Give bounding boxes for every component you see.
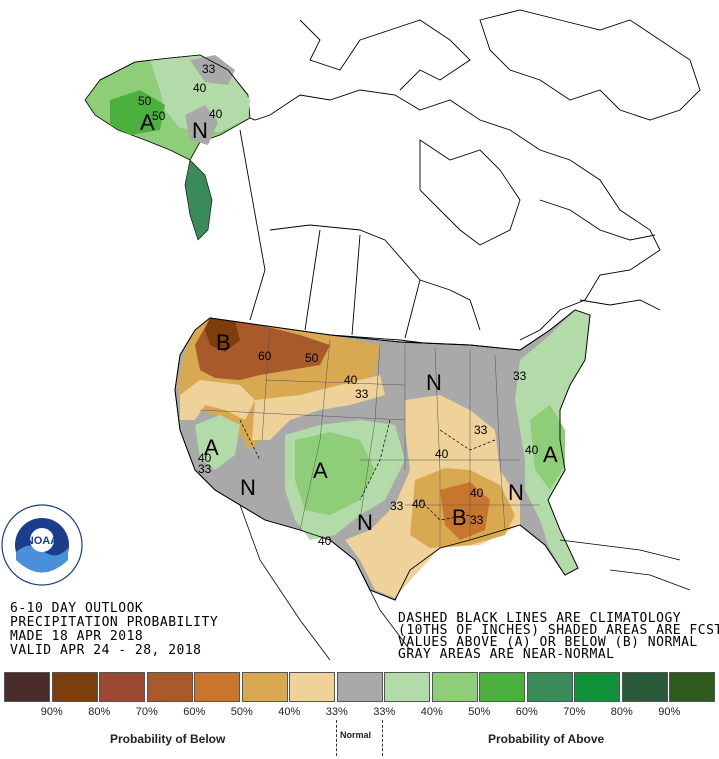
note-line-3: VALUES ABOVE (A) OR BELOW (B) NORMAL <box>398 635 698 650</box>
legend-percent: 50% <box>468 706 491 718</box>
legend-swatch <box>99 672 145 702</box>
noaa-logo: NOAA <box>1 504 83 586</box>
contour-label: 33 <box>470 513 484 527</box>
contour-label: 33 <box>202 62 216 76</box>
map-letters: A N B A N A N N B N A <box>140 110 558 535</box>
outlook-line-3: MADE 18 APR 2018 <box>10 629 143 644</box>
legend-swatch <box>51 672 98 702</box>
precipitation-outlook-map: A N B A N A N N B N A 50 50 40 40 33 60 … <box>1 9 719 662</box>
legend-percent: 40% <box>278 706 301 718</box>
outlook-title-block: 6-10 DAY OUTLOOK PRECIPITATION PROBABILI… <box>10 601 218 658</box>
east-above-label: A <box>543 442 558 467</box>
legend-percent: 60% <box>183 706 206 718</box>
legend-percents: 90% 80% 70% 60% 50% 40% 33% 33% 40% 50% 60% 70% 80% 9… <box>4 706 693 718</box>
normal-divider-left <box>336 720 337 756</box>
southwest-above-label: A <box>313 458 328 483</box>
contour-label: 40 <box>344 373 358 387</box>
legend-swatch <box>526 672 573 702</box>
west-normal-label: N <box>240 475 256 500</box>
legend-swatch <box>384 672 430 702</box>
outlook-line-4: VALID APR 24 - 28, 2018 <box>10 643 202 658</box>
note-line-1: DASHED BLACK LINES ARE CLIMATOLOGY <box>398 611 681 626</box>
legend-percent: 70% <box>135 706 158 718</box>
contour-label: 40 <box>435 447 449 461</box>
contour-label: 50 <box>152 109 166 123</box>
legend-swatch <box>431 672 478 702</box>
contour-label: 50 <box>305 351 319 365</box>
outlook-line-2: PRECIPITATION PROBABILITY <box>10 615 218 630</box>
legend-percent: 70% <box>563 706 586 718</box>
contour-label: 40 <box>198 451 212 465</box>
climatology-lines <box>239 419 496 521</box>
legend-spacer <box>4 706 28 718</box>
contour-label: 40 <box>193 81 207 95</box>
noaa-logo-text: NOAA <box>26 535 58 547</box>
contour-label: 40 <box>412 497 426 511</box>
contour-label: 33 <box>355 387 369 401</box>
legend-percent: 33% <box>325 706 348 718</box>
contour-label: 50 <box>138 94 152 108</box>
legend-swatch <box>574 672 620 702</box>
alaska <box>84 54 251 241</box>
legend-swatch <box>336 672 383 702</box>
contiguous-us <box>174 309 591 601</box>
legend-percent: 80% <box>88 706 111 718</box>
legend-percent: 40% <box>420 706 443 718</box>
alaska-above-label: A <box>140 110 155 135</box>
west-above-label: A <box>204 435 219 460</box>
south-below-label: B <box>452 505 467 530</box>
legend-swatch <box>4 672 50 702</box>
outlook-line-1: 6-10 DAY OUTLOOK <box>10 601 143 616</box>
note-line-2: (10THS OF INCHES) SHADED AREAS ARE FCST <box>398 623 719 638</box>
legend-swatch <box>241 672 288 702</box>
probability-legend: 90% 80% 70% 60% 50% 40% 33% 33% 40% 50% 60% 70% 80% 9… <box>0 668 719 759</box>
legend-swatch <box>621 672 668 702</box>
contour-label: 33 <box>474 423 488 437</box>
contour-label: 33 <box>390 499 404 513</box>
contour-label: 33 <box>198 462 212 476</box>
legend-swatch <box>669 672 715 702</box>
legend-percent: 90% <box>40 706 63 718</box>
legend-percent: 33% <box>373 706 396 718</box>
contour-label: 40 <box>470 486 484 500</box>
legend-percent: 60% <box>515 706 538 718</box>
legend-swatch <box>146 672 193 702</box>
southern-normal-label: N <box>357 510 373 535</box>
legend-percent: 50% <box>230 706 253 718</box>
legend-swatches <box>4 672 717 702</box>
contour-labels: 50 50 40 40 33 60 50 40 33 40 33 33 40 4… <box>138 62 539 548</box>
contour-label: 40 <box>318 534 332 548</box>
legend-above-title: Probability of Above <box>488 732 605 746</box>
legend-swatch <box>479 672 525 702</box>
legend-below-title: Probability of Below <box>110 732 226 746</box>
alaska-normal-label: N <box>192 118 208 143</box>
normal-divider-right <box>382 720 383 756</box>
midwest-normal-label: N <box>426 370 442 395</box>
notes-block: DASHED BLACK LINES ARE CLIMATOLOGY (10TH… <box>398 611 719 662</box>
state-borders <box>199 329 540 548</box>
southeast-normal-label: N <box>508 480 524 505</box>
legend-percent: 90% <box>658 706 681 718</box>
legend-swatch <box>289 672 335 702</box>
contour-label: 40 <box>525 443 539 457</box>
contour-label: 40 <box>209 107 223 121</box>
note-line-4: GRAY AREAS ARE NEAR-NORMAL <box>398 647 615 662</box>
legend-swatch <box>194 672 240 702</box>
northwest-below-label: B <box>216 330 231 355</box>
contour-label: 33 <box>513 369 527 383</box>
mexico-outline <box>239 504 691 661</box>
legend-percent: 80% <box>610 706 633 718</box>
legend-normal-title: Normal <box>340 730 372 740</box>
canada-outline <box>199 9 701 346</box>
contour-label: 60 <box>258 349 272 363</box>
